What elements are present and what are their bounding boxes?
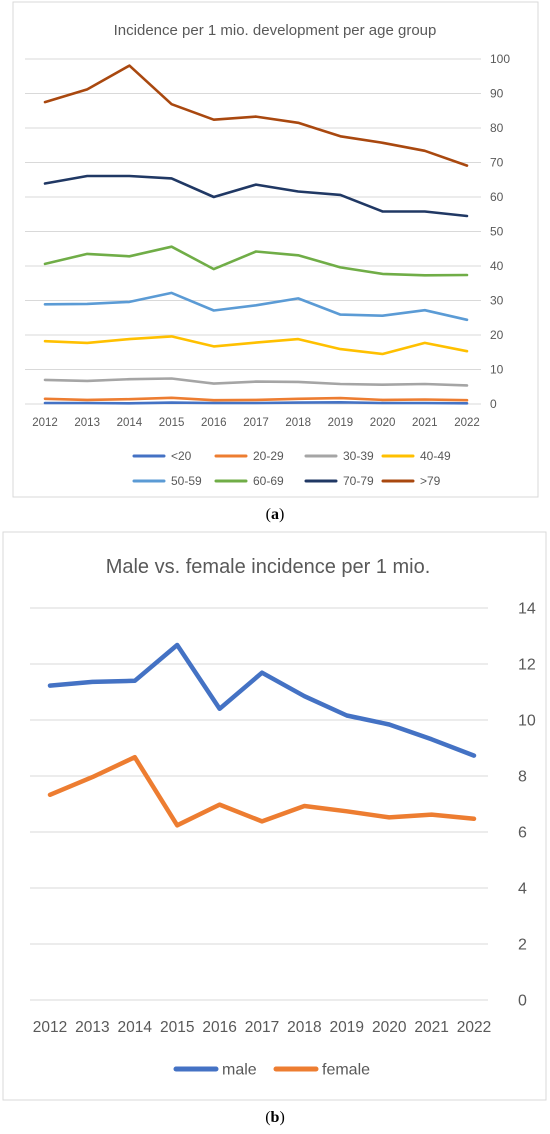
x-tick-label: 2019 xyxy=(328,417,354,429)
x-tick-label: 2018 xyxy=(285,417,311,429)
x-tick-label: 2014 xyxy=(118,1019,153,1036)
chart-b-title: Male vs. female incidence per 1 mio. xyxy=(106,556,431,578)
chart-a-title: Incidence per 1 mio. development per age… xyxy=(114,22,437,39)
series-line xyxy=(43,396,469,402)
y-tick-label: 100 xyxy=(490,52,510,66)
y-tick-label: 20 xyxy=(490,328,504,342)
y-tick-label: 0 xyxy=(518,993,527,1010)
chart-b-caption: (b) xyxy=(265,1109,285,1126)
y-tick-label: 0 xyxy=(490,397,497,411)
y-tick-label: 70 xyxy=(490,156,504,170)
y-tick-label: 10 xyxy=(490,363,504,377)
y-tick-label: 50 xyxy=(490,225,504,239)
series-line xyxy=(43,64,469,167)
x-tick-label: 2013 xyxy=(75,1019,109,1036)
chart-age-groups: Incidence per 1 mio. development per age… xyxy=(12,1,539,498)
chart-b-legend: male female xyxy=(173,1062,370,1079)
chart-a-legend: <20 20-29 30-39 40-49 50-59 60-69 70-79 >79 xyxy=(132,449,451,488)
series-line xyxy=(43,377,469,387)
legend-label: 20-29 xyxy=(253,449,284,463)
chart-b-series xyxy=(47,642,477,828)
y-tick-label: 6 xyxy=(518,825,527,842)
x-tick-label: 2018 xyxy=(287,1019,321,1036)
chart-a-caption: (a) xyxy=(266,506,285,523)
series-line xyxy=(43,174,469,218)
chart-b-y-ticks: 0 2 4 6 8 10 12 14 xyxy=(518,601,536,1010)
x-tick-label: 2013 xyxy=(74,417,100,429)
x-tick-label: 2017 xyxy=(245,1019,279,1036)
x-tick-label: 2021 xyxy=(414,1019,448,1036)
chart-male-female: Male vs. female incidence per 1 mio. 0 2 4… xyxy=(2,531,547,1101)
x-tick-label: 2012 xyxy=(33,1019,67,1036)
x-tick-label: 2015 xyxy=(159,417,185,429)
x-tick-label: 2022 xyxy=(454,417,480,429)
legend-label: male xyxy=(222,1062,257,1079)
chart-b-gridlines xyxy=(30,607,488,1001)
legend-label: 70-79 xyxy=(343,474,374,488)
series-line xyxy=(43,245,469,277)
x-tick-label: 2020 xyxy=(370,417,396,429)
y-tick-label: 30 xyxy=(490,294,504,308)
y-tick-label: 4 xyxy=(518,881,527,898)
series-line xyxy=(43,291,469,322)
y-tick-label: 12 xyxy=(518,657,536,674)
x-tick-label: 2012 xyxy=(32,417,58,429)
x-tick-label: 2020 xyxy=(372,1019,407,1036)
legend-label: 50-59 xyxy=(171,474,202,488)
series-line xyxy=(43,400,469,405)
chart-a-y-ticks: 0 10 20 30 40 50 60 70 80 90 100 xyxy=(490,52,510,411)
series-line xyxy=(43,335,469,356)
legend-label: >79 xyxy=(420,474,441,488)
legend-label: female xyxy=(322,1062,370,1079)
legend-label: 60-69 xyxy=(253,474,284,488)
series-line xyxy=(47,642,477,758)
x-tick-label: 2015 xyxy=(160,1019,194,1036)
x-tick-label: 2014 xyxy=(117,417,143,429)
x-tick-label: 2017 xyxy=(243,417,269,429)
x-tick-label: 2021 xyxy=(412,417,438,429)
y-tick-label: 14 xyxy=(518,601,536,618)
legend-label: 40-49 xyxy=(420,449,451,463)
y-tick-label: 60 xyxy=(490,190,504,204)
x-tick-label: 2019 xyxy=(330,1019,364,1036)
x-tick-label: 2022 xyxy=(457,1019,491,1036)
y-tick-label: 10 xyxy=(518,713,536,730)
x-tick-label: 2016 xyxy=(202,1019,236,1036)
chart-b-x-ticks: 2012 2013 2014 2015 2016 2017 2018 2019 2020 2021… xyxy=(33,1019,491,1036)
y-tick-label: 2 xyxy=(518,937,527,954)
x-tick-label: 2016 xyxy=(201,417,227,429)
legend-label: <20 xyxy=(171,449,192,463)
y-tick-label: 90 xyxy=(490,87,504,101)
legend-label: 30-39 xyxy=(343,449,374,463)
y-tick-label: 80 xyxy=(490,121,504,135)
y-tick-label: 8 xyxy=(518,769,527,786)
series-line xyxy=(47,754,477,828)
chart-a-series xyxy=(43,64,469,405)
chart-a-frame xyxy=(12,1,539,498)
y-tick-label: 40 xyxy=(490,259,504,273)
chart-a-x-ticks: 2012 2013 2014 2015 2016 2017 2018 2019 2020 2021… xyxy=(32,417,480,429)
